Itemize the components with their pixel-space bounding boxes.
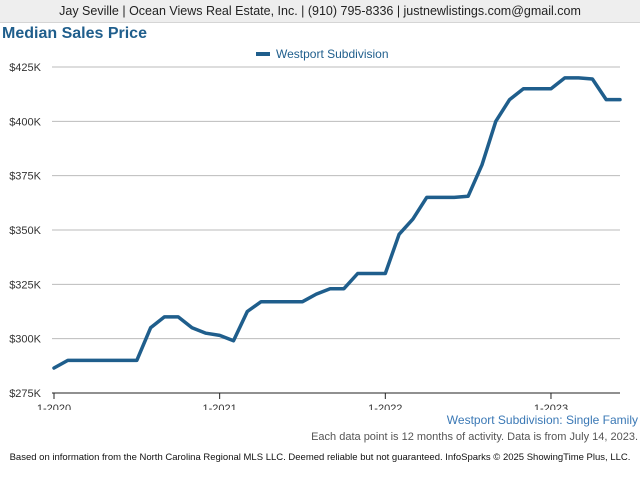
y-tick-label: $350K [9, 225, 41, 237]
chart-title: Median Sales Price [2, 25, 147, 42]
y-tick-label: $275K [9, 388, 41, 400]
legend-label: Westport Subdivision [276, 47, 389, 61]
x-tick-label: 1-2021 [203, 403, 237, 410]
x-tick-label: 1-2023 [534, 403, 568, 410]
data-note: Each data point is 12 months of activity… [311, 431, 638, 443]
x-tick-label: 1-2022 [368, 403, 402, 410]
y-tick-label: $375K [9, 171, 41, 183]
y-tick-label: $425K [9, 62, 41, 74]
y-tick-label: $325K [9, 279, 41, 291]
median-sales-price-chart: $425K $400K $375K $350K $325K $300K $275K 1-20… [9, 47, 622, 410]
chart-subtitle: Westport Subdivision: Single Family [446, 413, 638, 427]
source-footer: Based on information from the North Caro… [9, 452, 631, 463]
y-tick-label: $400K [9, 116, 41, 128]
series-line-westport [52, 76, 622, 370]
x-tick-label: 1-2020 [37, 403, 71, 410]
contact-header: Jay Seville | Ocean Views Real Estate, I… [0, 0, 640, 23]
y-tick-label: $300K [9, 334, 41, 346]
